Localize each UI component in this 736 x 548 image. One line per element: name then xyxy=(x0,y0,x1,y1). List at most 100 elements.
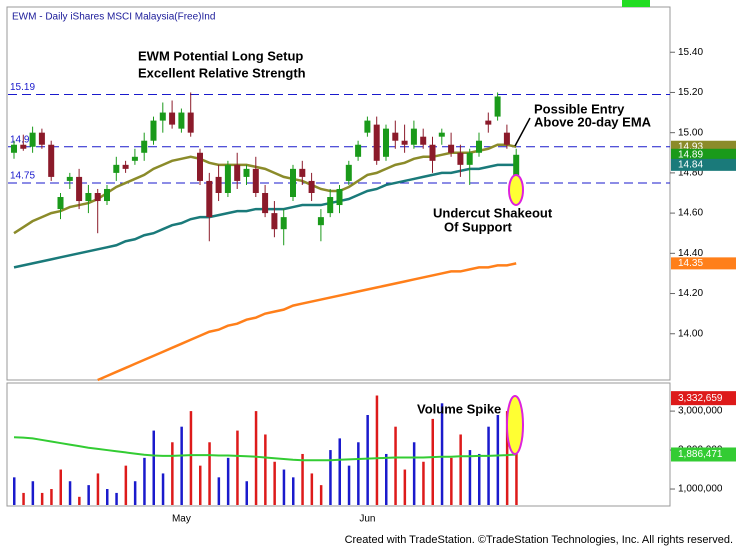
volume-bar xyxy=(133,481,137,505)
level-label: 15.19 xyxy=(10,82,35,93)
volume-bar xyxy=(292,477,295,505)
volume-bar xyxy=(236,430,239,505)
volume-bar xyxy=(431,418,434,505)
y-tick-label: 15.00 xyxy=(678,127,703,138)
candle-body xyxy=(429,144,436,161)
volume-bar xyxy=(347,465,351,505)
volume-bar xyxy=(50,489,53,505)
volume-bar xyxy=(450,457,453,505)
candle-body xyxy=(420,136,427,145)
volume-bar xyxy=(189,411,193,505)
footer: Created with TradeStation. ©TradeStation… xyxy=(345,534,733,546)
y-tick-label: 14.00 xyxy=(678,328,703,339)
status-indicator xyxy=(622,0,650,7)
volume-bar xyxy=(152,430,155,505)
candle-body xyxy=(448,144,455,153)
volume-bar xyxy=(254,411,258,505)
candle-body xyxy=(364,120,371,133)
value-box xyxy=(671,257,736,270)
volume-bar xyxy=(180,426,183,505)
plot: 14.00 14.20 14.40 14.60 14.80 15.00 15.20 15.40… xyxy=(8,47,723,525)
candle-body xyxy=(485,120,492,125)
volume-bar xyxy=(161,473,165,505)
candle-body xyxy=(215,176,222,193)
level-label: 14.75 xyxy=(10,171,35,182)
candle-body xyxy=(299,168,306,177)
annotation: Excellent Relative Strength xyxy=(138,65,306,80)
candle-body xyxy=(76,176,83,202)
candle-body xyxy=(336,188,343,206)
volume-bar xyxy=(478,453,481,505)
y-tick-label: 1,000,000 xyxy=(678,484,723,495)
volume-bar xyxy=(13,477,16,505)
candle-body xyxy=(131,156,138,161)
volume-bar xyxy=(31,481,35,505)
value-box xyxy=(671,391,736,406)
volume-bar xyxy=(124,465,128,505)
value-box-label: 3,332,659 xyxy=(678,393,723,404)
candle-body xyxy=(373,124,380,161)
candle-body xyxy=(141,140,148,153)
candle-body xyxy=(178,112,185,129)
candle-body xyxy=(383,128,389,157)
volume-bar xyxy=(208,442,211,505)
candle-body xyxy=(438,132,445,137)
candle-body xyxy=(355,144,362,157)
volume-bar xyxy=(68,481,72,505)
candle-body xyxy=(503,132,510,145)
candle-body xyxy=(466,152,473,165)
candle-body xyxy=(401,140,408,145)
candle-body xyxy=(104,188,110,202)
volume-bar xyxy=(422,461,425,505)
candle-body xyxy=(122,164,129,169)
candle-body xyxy=(243,168,250,177)
candle-body xyxy=(150,120,157,141)
volume-bar xyxy=(459,434,462,505)
volume-bar xyxy=(59,469,62,505)
candle-body xyxy=(224,164,231,193)
volume-bar xyxy=(115,492,118,505)
volume-bar xyxy=(366,415,369,505)
value-box-label: 14.89 xyxy=(678,149,703,160)
volume-bar xyxy=(199,465,202,505)
y-tick-label: 15.40 xyxy=(678,47,703,58)
volume-bar xyxy=(87,485,90,505)
annotation: Undercut Shakeout xyxy=(433,205,553,220)
candle-body xyxy=(327,197,334,214)
annotation: Volume Spike xyxy=(417,401,501,416)
volume-bar xyxy=(226,457,230,505)
annotation: EWM Potential Long Setup xyxy=(138,48,303,63)
volume-bar xyxy=(310,473,314,505)
candle-body xyxy=(29,132,36,147)
candle-body xyxy=(494,96,501,117)
volume-bar xyxy=(403,469,407,505)
candle-body xyxy=(11,144,17,153)
level-label: 14.93 xyxy=(10,134,35,145)
value-box xyxy=(671,148,736,161)
annotation: Possible Entry xyxy=(534,101,625,116)
candle-body xyxy=(290,168,296,198)
volume-bar xyxy=(496,415,500,505)
x-tick-label: May xyxy=(172,514,191,525)
candle-body xyxy=(317,217,324,226)
moving-average xyxy=(97,262,517,382)
annotation: Above 20-day EMA xyxy=(534,114,652,129)
candle-body xyxy=(57,197,64,210)
y-tick-label: 14.20 xyxy=(678,288,703,299)
candle-body xyxy=(308,180,315,193)
volume-bar xyxy=(487,426,490,505)
value-box-label: 14.84 xyxy=(678,159,703,170)
x-tick-label: Jun xyxy=(359,514,375,525)
y-tick-label: 15.20 xyxy=(678,87,703,98)
volume-bar xyxy=(319,485,323,505)
highlight-ellipse xyxy=(506,395,524,455)
candle-body xyxy=(392,132,399,141)
candle-body xyxy=(345,164,352,181)
value-box xyxy=(671,447,736,462)
volume-bar xyxy=(440,403,444,505)
volume-bar xyxy=(357,442,360,505)
candle-body xyxy=(169,112,176,125)
volume-bar xyxy=(22,492,25,505)
volume-bar xyxy=(273,461,276,505)
